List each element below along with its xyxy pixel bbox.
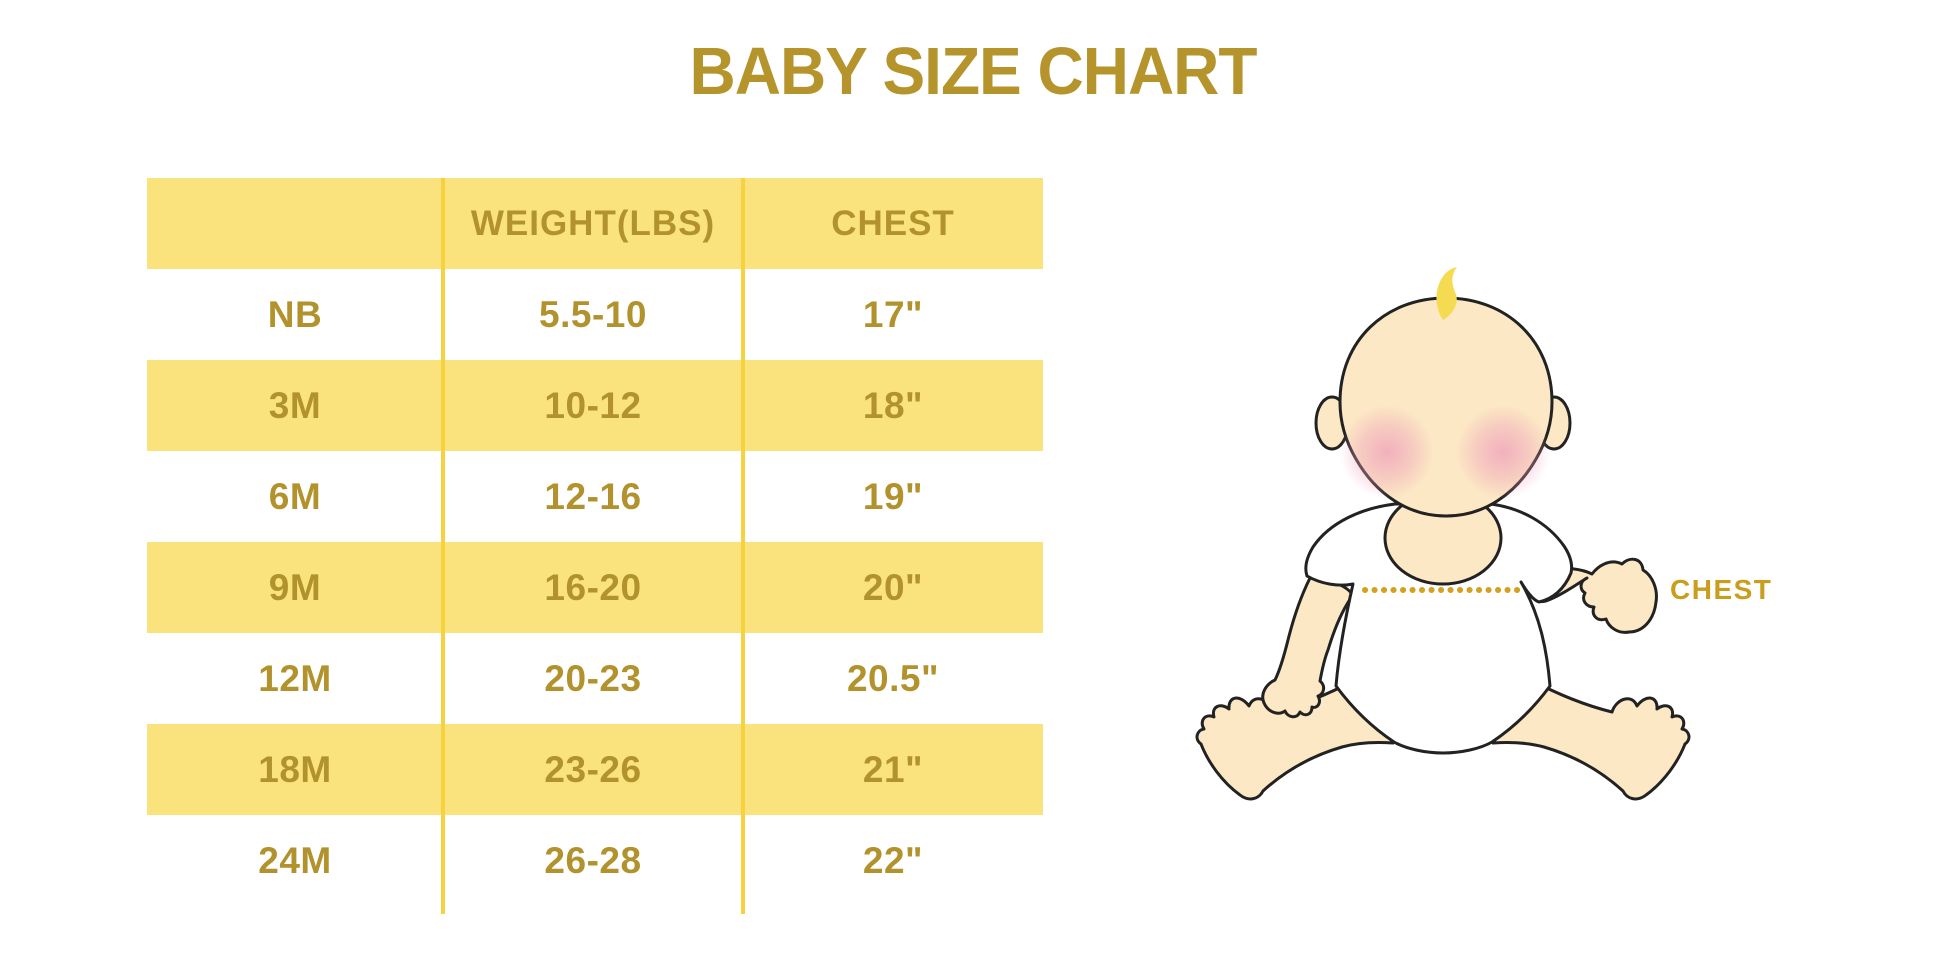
table-row-nb: NB 5.5-10 17" [147,269,1043,360]
baby-hair-curl [1436,267,1457,320]
size-cell: 24M [258,839,332,881]
column-divider-2 [741,178,745,914]
baby-left-leg [1195,678,1395,801]
weight-cell: 23-26 [544,748,642,790]
size-cell: 3M [268,384,322,426]
chest-label: CHEST [1670,574,1772,605]
table-row-3m: 3M 10-12 18" [147,360,1043,451]
size-cell: 9M [268,566,322,608]
baby-left-blush [1340,405,1434,499]
table-row-9m: 9M 16-20 20" [147,542,1043,633]
weight-cell: 16-20 [544,566,642,608]
table-row-6m: 6M 12-16 19" [147,451,1043,542]
weight-cell: 5.5-10 [539,293,647,335]
chest-cell: 22" [862,839,924,881]
weight-cell: 12-16 [544,475,642,517]
baby-right-leg [1491,678,1691,801]
size-cell: 18M [258,748,332,790]
size-cell: 6M [268,475,322,517]
weight-cell: 26-28 [544,839,642,881]
baby-clipart: CHEST [1195,267,1772,801]
header-cell-chest: CHEST [831,203,955,243]
header-cell-weight: WEIGHT(LBS) [470,203,716,243]
column-divider-1 [441,178,445,914]
chest-cell: 20" [862,566,924,608]
size-cell: 12M [258,657,332,699]
baby-right-blush [1456,405,1550,499]
table-row-18m: 18M 23-26 21" [147,724,1043,815]
chest-cell: 17" [862,293,924,335]
baby-left-arm [1261,576,1355,719]
chest-cell: 20.5" [846,657,940,699]
baby-onesie [1304,502,1574,755]
table-row-12m: 12M 20-23 20.5" [147,633,1043,724]
table-header-row: WEIGHT(LBS) CHEST [147,178,1043,269]
table-row-24m: 24M 26-28 22" [147,815,1043,906]
chest-cell: 21" [862,748,924,790]
weight-cell: 20-23 [544,657,642,699]
chest-cell: 18" [862,384,924,426]
weight-cell: 10-12 [544,384,642,426]
size-cell: NB [267,293,323,335]
baby-illustration: CHEST [1190,250,1810,810]
page-title: BABY SIZE CHART [689,33,1258,109]
size-table: WEIGHT(LBS) CHEST NB 5.5-10 17" 3M 10-12… [147,178,1043,914]
chest-cell: 19" [862,475,924,517]
